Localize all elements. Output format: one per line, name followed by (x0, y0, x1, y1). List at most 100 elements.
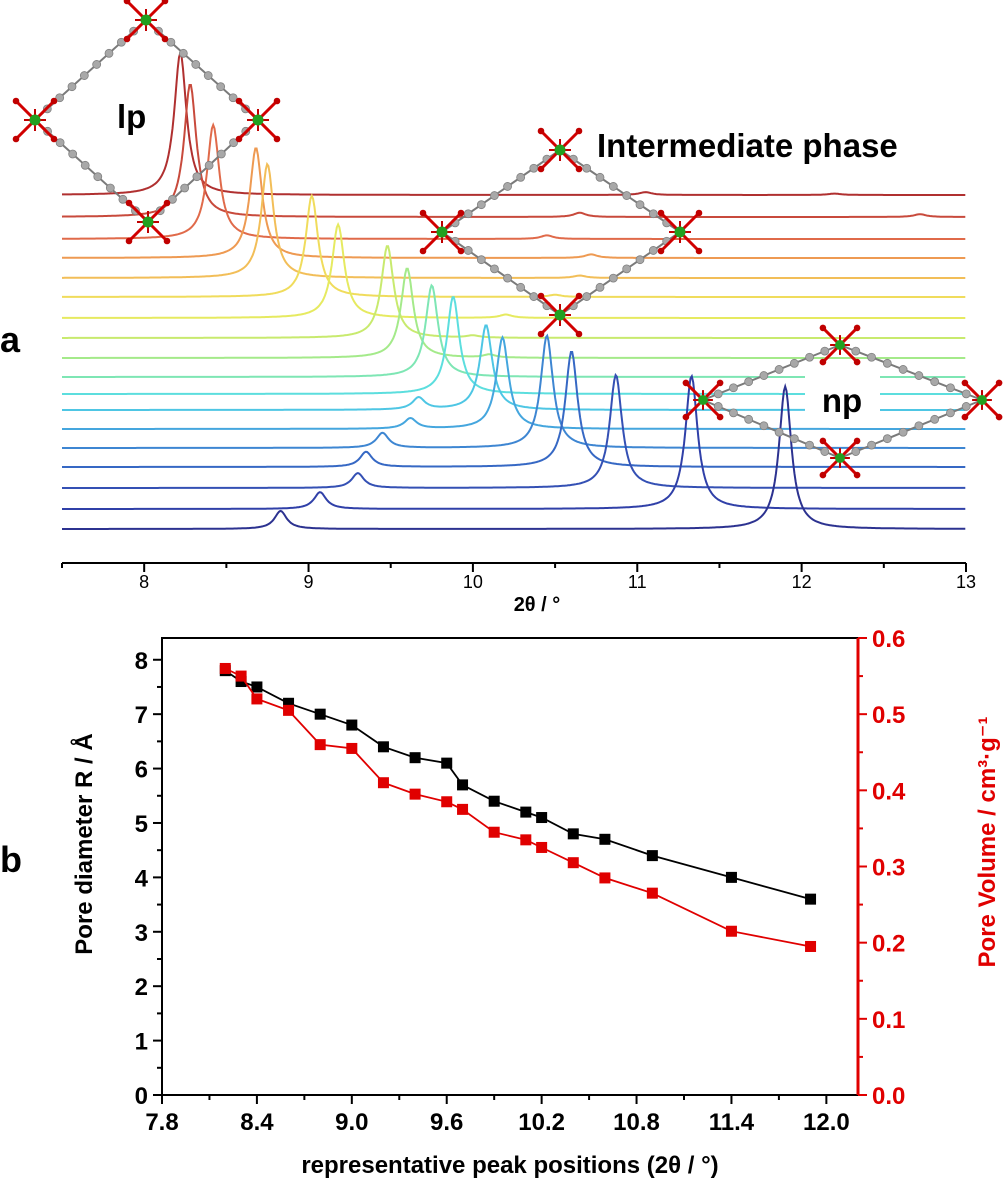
framework-structures (12, 0, 1003, 479)
oxygen-atom (682, 379, 690, 387)
xrd-pattern-5 (62, 161, 966, 279)
pore-right-tick-label: 0.3 (872, 855, 905, 882)
pore-volume-point (725, 925, 737, 937)
pore-volume-point (251, 693, 263, 705)
pore-volume-point (314, 739, 326, 751)
carbon-atom (622, 264, 632, 274)
carbon-atom (882, 434, 892, 444)
pore-x-tick-label: 7.8 (145, 1109, 178, 1136)
carbon-atom (55, 138, 65, 148)
carbon-atom (914, 371, 924, 380)
oxygen-atom (853, 437, 861, 445)
carbon-atom (774, 427, 784, 437)
carbon-atom (118, 194, 128, 204)
xrd-pattern-17 (62, 373, 966, 510)
xrd-pattern-7 (62, 222, 966, 319)
carbon-atom (166, 37, 176, 47)
carbon-atom (789, 434, 799, 444)
xrd-x-axis-label: 2θ / ° (514, 594, 561, 616)
pore-right-tick-label: 0.0 (872, 1083, 905, 1110)
pore-right-axis-label: Pore Volume / cm³·g⁻¹ (974, 717, 1001, 968)
carbon-atom (805, 440, 814, 450)
linker-bond (559, 149, 681, 233)
pore-left-tick-label: 4 (135, 865, 149, 892)
carbon-atom (104, 48, 114, 58)
pore-diameter-point (599, 833, 611, 845)
xrd-x-tick-label: 8 (139, 572, 149, 592)
xrd-pattern-6 (62, 193, 966, 298)
pore-volume-point (488, 826, 500, 838)
metal-atom (554, 144, 566, 156)
pore-left-tick-label: 2 (135, 974, 148, 1001)
carbon-atom (851, 346, 861, 356)
pore-left-axis-label: Pore diameter R / Å (70, 733, 98, 954)
carbon-atom (105, 183, 115, 193)
carbon-atom (744, 377, 754, 387)
carbon-atom (503, 182, 512, 191)
pore-diameter-point (314, 708, 326, 720)
carbon-atom (529, 163, 539, 173)
carbon-atom (867, 352, 876, 362)
pore-volume-line (224, 667, 811, 948)
metal-node (682, 379, 724, 421)
carbon-atom (946, 383, 955, 393)
pore-diameter-point (457, 779, 469, 791)
oxygen-atom (716, 379, 724, 387)
xrd-x-tick-label: 9 (304, 572, 314, 592)
carbon-atom (805, 352, 814, 362)
carbon-atom (203, 71, 213, 80)
pore-diameter-point (251, 681, 263, 693)
metal-atom (252, 114, 264, 126)
oxygen-atom (161, 0, 169, 5)
oxygen-atom (163, 237, 171, 245)
carbon-atom (622, 191, 632, 200)
xrd-x-tick-label: 13 (956, 572, 976, 592)
oxygen-atom (163, 199, 171, 207)
pore-right-tick-label: 0.2 (872, 931, 905, 958)
oxygen-atom (537, 165, 545, 173)
oxygen-atom (50, 135, 58, 143)
metal-atom (29, 114, 41, 126)
pore-diameter-point (725, 871, 737, 883)
xrd-pattern-2 (61, 84, 966, 218)
pore-volume-point (646, 887, 658, 899)
xrd-pattern-16 (62, 372, 966, 489)
pore-diameter-point (441, 757, 453, 769)
metal-node (125, 199, 171, 245)
carbon-atom (820, 346, 830, 356)
metal-node (657, 209, 703, 255)
carbon-atom (229, 138, 238, 148)
oxygen-atom (537, 330, 545, 338)
carbon-atom (961, 389, 971, 399)
carbon-atom (503, 273, 512, 283)
pore-diameter-point (346, 719, 358, 731)
pore-x-tick-label: 10.2 (518, 1109, 565, 1136)
oxygen-atom (537, 127, 545, 135)
organic-linker (702, 399, 841, 459)
pore-plot: 7.8 8.4 9.0 9.6 10.2 10.8 11.4 12.0 0 1 2 3 4 5 6 7 8 0.0… (135, 626, 906, 1136)
oxygen-atom (123, 35, 131, 43)
carbon-atom (192, 172, 202, 182)
pore-x-axis-label: representative peak positions (2θ / °) (301, 1152, 718, 1179)
pore-diameter-point (377, 741, 389, 753)
xrd-pattern-4 (62, 147, 966, 259)
carbon-atom (67, 82, 77, 92)
pore-plot-frame (161, 637, 859, 1096)
oxygen-atom (125, 237, 133, 245)
oxygen-atom (12, 135, 20, 143)
panel-a-letter: a (0, 319, 21, 360)
pore-left-tick-label: 1 (135, 1029, 148, 1056)
carbon-atom (55, 93, 65, 103)
carbon-atom (914, 421, 924, 431)
xrd-pattern-15 (62, 351, 966, 468)
metal-node (235, 97, 281, 143)
pore-left-tick-label: 8 (135, 648, 148, 675)
metal-node (419, 209, 465, 255)
xrd-pattern-18 (62, 382, 966, 530)
pore-volume-point (346, 742, 358, 754)
organic-linker (839, 344, 983, 401)
oxygen-atom (819, 437, 827, 445)
carbon-atom (178, 48, 188, 58)
oxygen-atom (575, 127, 583, 135)
xrd-x-tick-label: 11 (628, 572, 647, 592)
